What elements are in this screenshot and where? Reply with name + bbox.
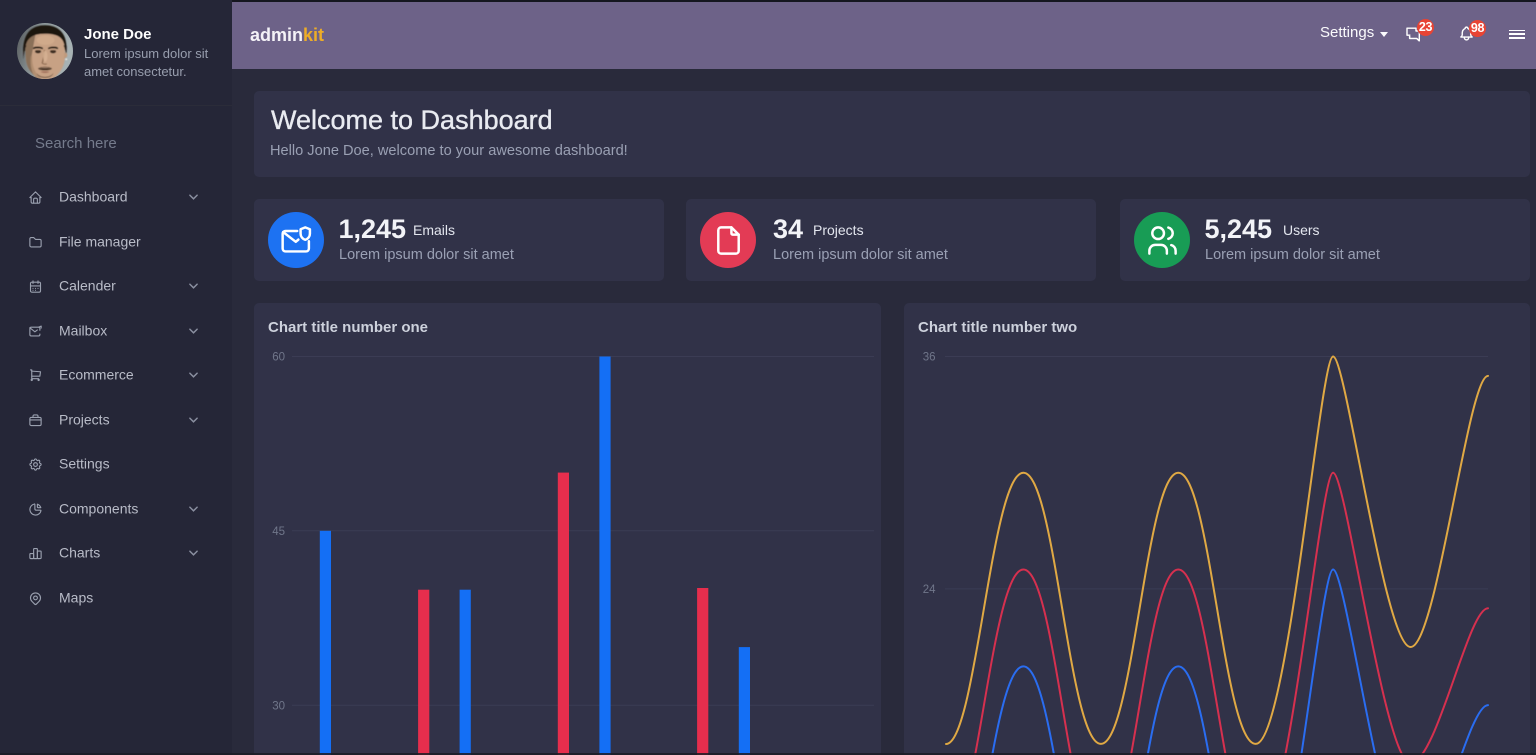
- svg-text:36: 36: [923, 352, 936, 364]
- svg-text:45: 45: [272, 526, 285, 538]
- svg-text:30: 30: [272, 700, 285, 712]
- svg-text:60: 60: [272, 352, 285, 364]
- svg-text:24: 24: [923, 584, 936, 596]
